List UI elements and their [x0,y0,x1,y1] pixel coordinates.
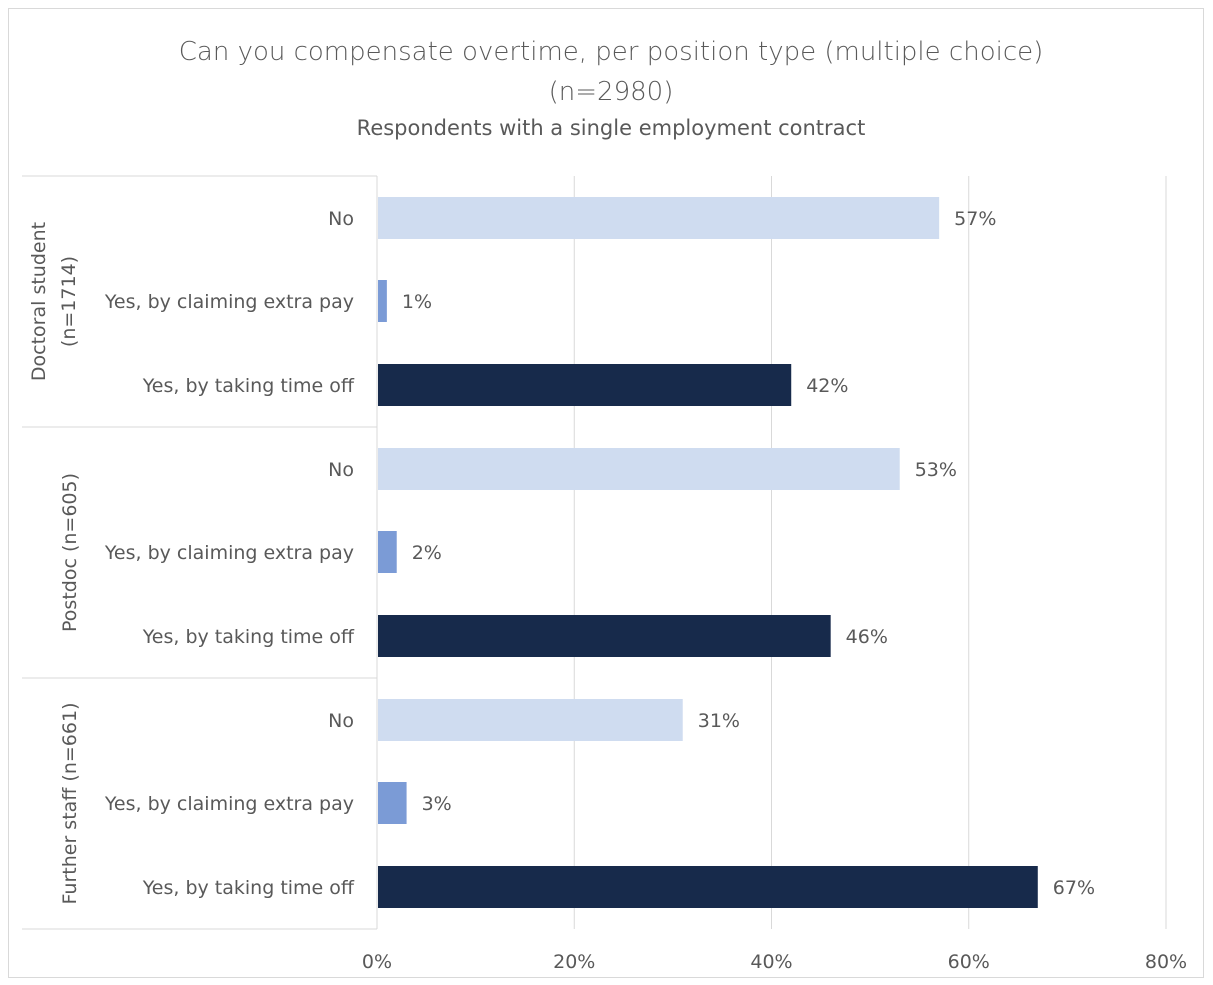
x-tick-label: 60% [948,951,990,973]
category-label: No [328,459,354,481]
bar [378,615,831,657]
category-label: No [328,710,354,732]
category-label: Yes, by claiming extra pay [104,793,354,815]
bar [378,531,397,573]
data-label: 42% [806,375,848,397]
chart-title: Can you compensate overtime, per positio… [179,37,1044,67]
gridlines [573,176,1167,929]
chart-frame [8,8,1204,978]
labels: 0% 20% 40% 60% 80% Doctoral student (n=1714) No… [28,208,1187,973]
group-label: Further staff (n=661) [59,703,81,905]
data-label: 2% [412,542,442,564]
category-label: Yes, by claiming extra pay [104,542,354,564]
group-label: Doctoral student (n=1714) [28,222,80,381]
data-label: 57% [954,208,996,230]
bars [378,197,1038,908]
bar [378,866,1038,908]
bar [378,782,407,824]
chart-subtitle: Respondents with a single employment con… [357,116,866,140]
x-tick-label: 0% [362,951,392,973]
category-label: Yes, by taking time off [142,626,355,648]
category-label: Yes, by claiming extra pay [104,291,354,313]
category-label: No [328,208,354,230]
data-label: 3% [422,793,452,815]
bar [378,699,683,741]
bar [378,448,900,490]
category-label: Yes, by taking time off [142,877,355,899]
data-label: 1% [402,291,432,313]
x-tick-label: 20% [553,951,595,973]
data-label: 31% [698,710,740,732]
data-label: 67% [1053,877,1095,899]
category-label: Yes, by taking time off [142,375,355,397]
data-label: 53% [915,459,957,481]
bar [378,364,792,406]
bar [378,197,940,239]
x-tick-label: 40% [750,951,792,973]
axis-structure [22,175,378,930]
bar [378,280,387,322]
group-label: Postdoc (n=605) [59,473,81,632]
x-tick-label: 80% [1145,951,1187,973]
chart-title-sample-size: (n=2980) [549,77,674,107]
data-label: 46% [846,626,888,648]
